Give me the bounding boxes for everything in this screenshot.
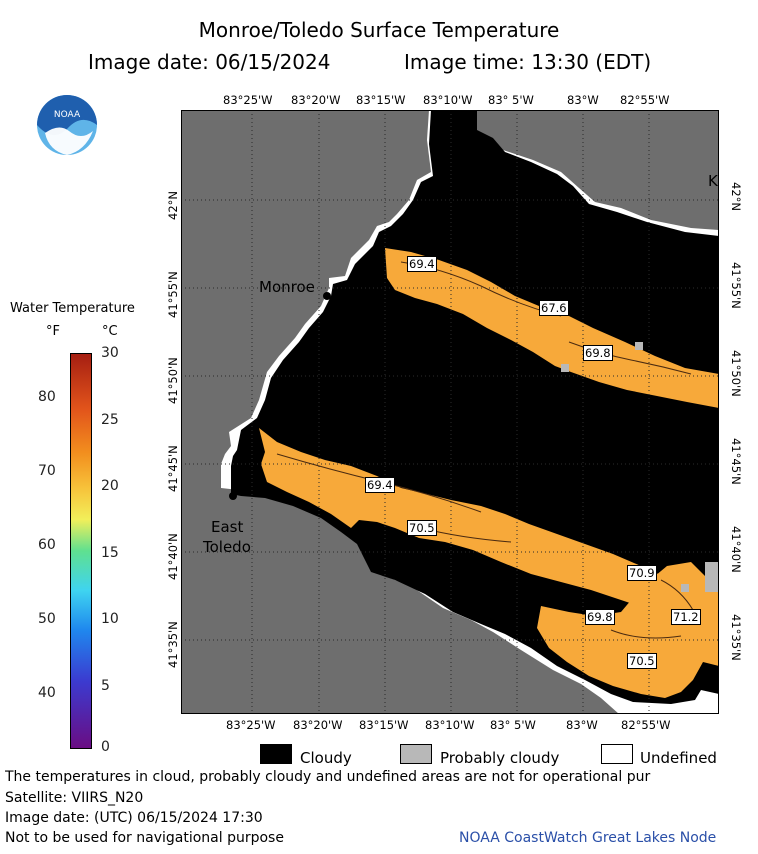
contour-line — [610, 629, 682, 639]
top-lon-label: 83°25'W — [223, 93, 273, 107]
graticule — [181, 110, 719, 714]
left-lat-label: 41°35'N — [166, 621, 180, 668]
right-lat-label: 41°35'N — [729, 614, 743, 661]
c-tick-30: 30 — [101, 345, 119, 361]
probably-cloudy-speck — [681, 584, 689, 592]
bottom-lon-label: 83°W — [566, 718, 598, 732]
contour-label: 70.5 — [407, 520, 437, 536]
image-date: Image date: 06/15/2024 — [88, 50, 331, 74]
bottom-lon-label: 83° 5'W — [490, 718, 536, 732]
bottom-lon-label: 83°20'W — [293, 718, 343, 732]
probably-cloudy-swatch — [400, 744, 432, 764]
c-tick-25: 25 — [101, 412, 119, 428]
unit-celsius: °C — [102, 324, 118, 339]
contour-label: 70.9 — [627, 565, 657, 581]
right-lat-label: 41°45'N — [729, 438, 743, 485]
footer-utc-date: Image date: (UTC) 06/15/2024 17:30 — [5, 810, 263, 826]
right-lat-label: 41°50'N — [729, 350, 743, 397]
bottom-lon-label: 83°10'W — [425, 718, 475, 732]
top-lon-label: 82°55'W — [620, 93, 670, 107]
contour-label: 69.4 — [407, 256, 437, 272]
f-tick-80: 80 — [38, 389, 56, 405]
c-tick-10: 10 — [101, 611, 119, 627]
right-lat-label: 42°N — [729, 182, 743, 211]
right-lat-label: 41°40'N — [729, 526, 743, 573]
footer-credit: NOAA CoastWatch Great Lakes Node — [459, 830, 717, 846]
c-tick-15: 15 — [101, 545, 119, 561]
probably-cloudy-speck — [635, 342, 643, 350]
toledo-marker — [229, 492, 237, 500]
monroe-marker — [323, 292, 331, 300]
contour-label: 70.5 — [627, 653, 657, 669]
footer-note: The temperatures in cloud, probably clou… — [5, 769, 651, 785]
f-tick-70: 70 — [38, 463, 56, 479]
undefined-label: Undefined — [640, 749, 717, 767]
noaa-logo-icon: NOAA — [35, 93, 99, 157]
c-tick-5: 5 — [101, 678, 110, 694]
contour-label: 69.8 — [583, 345, 613, 361]
left-lat-label: 41°50'N — [166, 357, 180, 404]
temperature-colorbar — [70, 353, 92, 749]
unit-fahrenheit: °F — [46, 324, 60, 339]
f-tick-50: 50 — [38, 611, 56, 627]
top-lon-label: 83°W — [567, 93, 599, 107]
bottom-lon-label: 83°25'W — [226, 718, 276, 732]
top-lon-label: 83°20'W — [291, 93, 341, 107]
top-lon-label: 83°15'W — [356, 93, 406, 107]
contour-label: 69.8 — [585, 609, 615, 625]
top-lon-label: 83°10'W — [423, 93, 473, 107]
footer-satellite: Satellite: VIIRS_N20 — [5, 790, 144, 806]
left-lat-label: 42°N — [166, 191, 180, 220]
cloudy-label: Cloudy — [300, 749, 352, 767]
footer-disclaimer: Not to be used for navigational purpose — [5, 830, 284, 846]
place-label-monroe: Monroe — [259, 278, 315, 296]
map-panel: Monroe East Toledo K 69.4 67.6 69.8 69.4… — [181, 110, 719, 714]
warm-water-band-north — [385, 248, 719, 408]
map-title: Monroe/Toledo Surface Temperature — [198, 18, 560, 42]
bottom-lon-label: 83°15'W — [359, 718, 409, 732]
probably-cloudy-speck — [705, 562, 719, 592]
map-frame — [181, 110, 719, 714]
c-tick-20: 20 — [101, 478, 119, 494]
logo-text: NOAA — [54, 110, 81, 120]
top-lon-label: 83° 5'W — [488, 93, 534, 107]
right-lat-label: 41°55'N — [729, 262, 743, 309]
place-label-toledo: Toledo — [203, 538, 251, 556]
c-tick-0: 0 — [101, 739, 110, 755]
cloudy-swatch — [260, 744, 292, 764]
left-lat-label: 41°40'N — [166, 533, 180, 580]
place-label-east: East — [211, 518, 244, 536]
probably-cloudy-label: Probably cloudy — [440, 749, 560, 767]
f-tick-40: 40 — [38, 685, 56, 701]
contour-label: 71.2 — [671, 609, 701, 625]
place-label-k: K — [708, 172, 718, 190]
left-lat-label: 41°55'N — [166, 271, 180, 318]
scale-title: Water Temperature — [10, 301, 135, 316]
contour-label: 69.4 — [365, 477, 395, 493]
probably-cloudy-speck — [561, 364, 569, 372]
left-lat-label: 41°45'N — [166, 445, 180, 492]
undefined-swatch — [601, 744, 633, 764]
contour-label: 67.6 — [539, 300, 569, 316]
f-tick-60: 60 — [38, 537, 56, 553]
warm-water-patch-southeast — [537, 562, 719, 698]
image-time: Image time: 13:30 (EDT) — [404, 50, 652, 74]
bottom-lon-label: 82°55'W — [621, 718, 671, 732]
